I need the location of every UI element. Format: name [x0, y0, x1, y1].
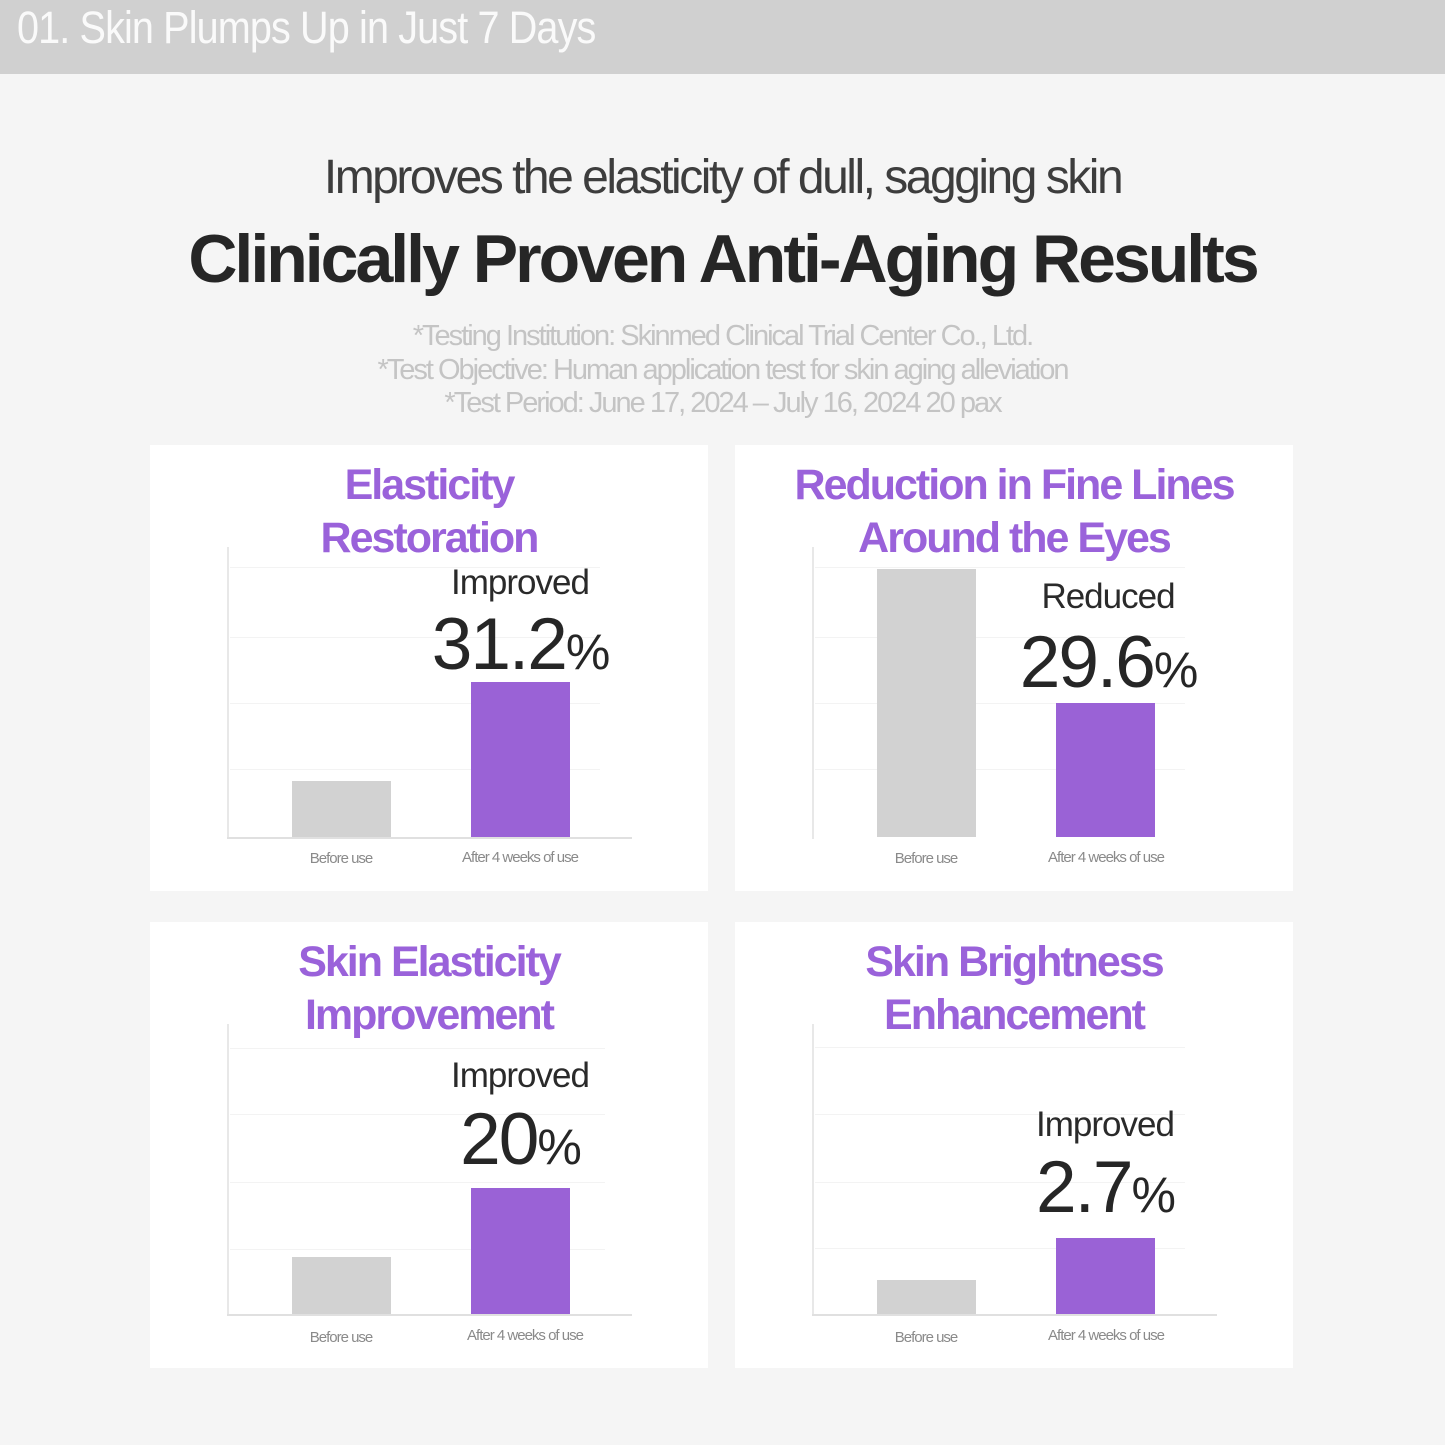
card-title: Reduction in Fine Lines Around the Eyes — [735, 459, 1293, 565]
callout-unit: % — [537, 1119, 581, 1175]
callout-label: Improved — [1036, 1105, 1175, 1144]
chart-card-skin-elasticity-improvement: Skin Elasticity Improvement Improved 20%… — [150, 922, 708, 1368]
y-axis — [812, 1024, 814, 1316]
gridline — [230, 769, 600, 770]
callout-unit: % — [565, 624, 610, 680]
card-title-line2: Enhancement — [884, 991, 1146, 1039]
x-axis — [227, 1314, 632, 1316]
gridline — [230, 1249, 605, 1250]
card-title-line1: Reduction in Fine Lines — [794, 461, 1236, 509]
bar-before-use — [877, 569, 976, 837]
note-period: *Test Period: June 17, 2024 – July 16, 2… — [444, 387, 1002, 419]
callout-number: 29.6 — [1019, 622, 1156, 703]
bar-before-use — [292, 781, 391, 837]
bar-after-4-weeks — [1056, 703, 1155, 837]
callout-label: Improved — [451, 1056, 590, 1095]
xlabel-before: Before use — [309, 850, 374, 867]
card-title: Skin Elasticity Improvement — [150, 936, 708, 1042]
callout-number: 2.7 — [1036, 1147, 1133, 1228]
gridline — [815, 567, 1185, 568]
gridline — [230, 567, 600, 568]
card-title-line1: Skin Elasticity — [298, 938, 562, 986]
xlabel-before: Before use — [894, 850, 959, 867]
card-title-line1: Skin Brightness — [865, 938, 1164, 986]
callout-label: Improved — [451, 563, 590, 602]
test-notes: *Testing Institution: Skinmed Clinical T… — [0, 320, 1445, 421]
card-title-line2: Restoration — [320, 514, 540, 562]
xlabel-before: Before use — [309, 1329, 374, 1346]
gridline — [230, 1114, 605, 1115]
xlabel-after: After 4 weeks of use — [1048, 849, 1165, 866]
card-title: Skin Brightness Enhancement — [735, 936, 1293, 1042]
gridline — [230, 637, 600, 638]
gridline — [230, 1182, 605, 1183]
card-title-line2: Improvement — [304, 991, 555, 1039]
bar-after-4-weeks — [1056, 1238, 1155, 1314]
note-objective: *Test Objective: Human application test … — [377, 353, 1069, 386]
chart-card-skin-brightness: Skin Brightness Enhancement Improved 2.7… — [735, 922, 1293, 1368]
note-institution: *Testing Institution: Skinmed Clinical T… — [412, 320, 1034, 352]
y-axis — [227, 547, 229, 839]
x-axis — [812, 1314, 1217, 1316]
xlabel-after: After 4 weeks of use — [462, 849, 579, 866]
callout-value: 2.7% — [955, 1148, 1255, 1235]
gridline — [230, 1048, 605, 1049]
callout-unit: % — [1131, 1167, 1176, 1223]
gridline — [815, 637, 1185, 638]
bar-after-4-weeks — [471, 682, 570, 837]
bar-after-4-weeks — [471, 1188, 570, 1314]
bar-before-use — [292, 1257, 391, 1314]
gridline — [230, 703, 600, 704]
gridline — [815, 1047, 1185, 1048]
callout-value: 31.2% — [370, 605, 670, 692]
section-title: 01. Skin Plumps Up in Just 7 Days — [17, 2, 596, 53]
xlabel-before: Before use — [894, 1329, 959, 1346]
callout-label: Reduced — [1041, 577, 1175, 616]
gridline — [815, 769, 1185, 770]
y-axis — [812, 547, 814, 839]
chart-card-fine-lines-eyes: Reduction in Fine Lines Around the Eyes … — [735, 445, 1293, 891]
xlabel-after: After 4 weeks of use — [467, 1327, 584, 1344]
headline: Clinically Proven Anti-Aging Results — [188, 221, 1259, 297]
xlabel-after: After 4 weeks of use — [1048, 1327, 1165, 1344]
gridline — [815, 1182, 1185, 1183]
gridline — [815, 703, 1185, 704]
callout-unit: % — [1153, 642, 1198, 698]
x-axis — [227, 837, 632, 839]
callout-value: 20% — [370, 1100, 670, 1187]
callout-number: 20 — [460, 1099, 539, 1180]
section-header-bar: 01. Skin Plumps Up in Just 7 Days — [0, 0, 1445, 74]
chart-card-elasticity-restoration: Elasticity Restoration Improved 31.2% Be… — [150, 445, 708, 891]
callout-value: 29.6% — [958, 623, 1258, 710]
card-title-line1: Elasticity — [344, 461, 516, 509]
gridline — [815, 1248, 1185, 1249]
y-axis — [227, 1024, 229, 1316]
card-title: Elasticity Restoration — [150, 459, 708, 565]
subtitle: Improves the elasticity of dull, sagging… — [323, 151, 1124, 204]
bar-before-use — [877, 1280, 976, 1314]
callout-number: 31.2 — [431, 604, 568, 685]
card-title-line2: Around the Eyes — [858, 514, 1172, 562]
gridline — [815, 1114, 1185, 1115]
